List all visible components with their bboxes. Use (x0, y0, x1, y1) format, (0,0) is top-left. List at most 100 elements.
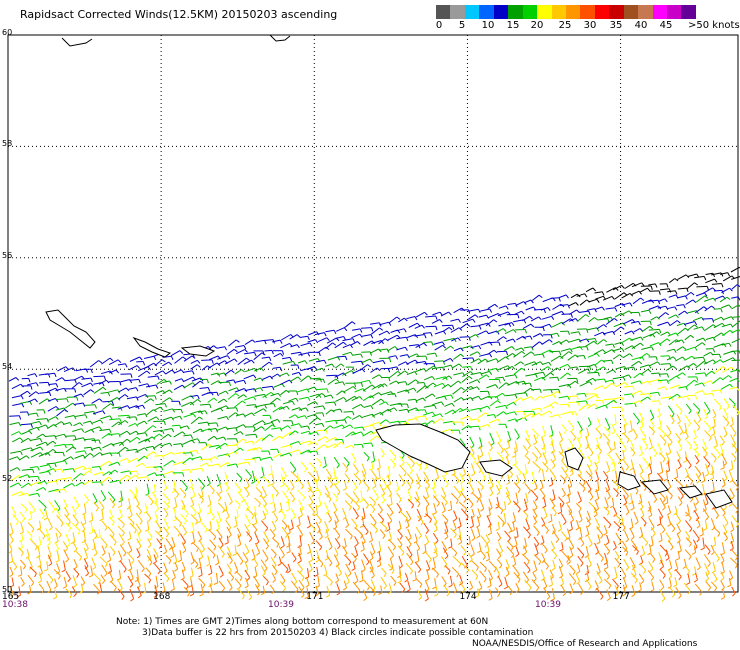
wind-barb (531, 388, 540, 391)
wind-barb-flag (28, 378, 31, 383)
wind-barb (108, 389, 118, 393)
wind-barb-flag (424, 409, 427, 414)
wind-barb-flag (611, 360, 614, 365)
wind-barb (20, 423, 32, 426)
wind-barb (236, 472, 243, 479)
wind-barb (28, 398, 36, 403)
wind-barb (153, 443, 161, 450)
wind-barb (325, 363, 333, 367)
wind-barb (532, 500, 538, 508)
wind-barb-flag (658, 372, 661, 377)
wind-barb (621, 374, 629, 378)
wind-barb-flag (129, 584, 134, 588)
wind-barb-flag (585, 314, 590, 318)
wind-barb (729, 570, 734, 578)
wind-barb-flag (296, 344, 300, 349)
wind-barb (604, 497, 609, 507)
wind-barb-flag (285, 569, 289, 573)
wind-barb (207, 555, 211, 565)
wind-barb-flag (312, 528, 316, 533)
wind-barb (541, 436, 546, 448)
wind-barb (361, 516, 365, 526)
wind-barb-flag (390, 555, 394, 559)
wind-barb-flag (221, 587, 226, 592)
wind-barb (684, 291, 692, 297)
wind-barb (730, 548, 739, 558)
wind-barb (692, 403, 701, 411)
wind-barb-flag (93, 535, 98, 540)
wind-barb (477, 358, 486, 365)
wind-barb (83, 503, 87, 513)
wind-barb-flag (475, 334, 479, 338)
wind-barb-flag (503, 336, 507, 340)
wind-barb-flag (431, 393, 436, 398)
wind-barb-flag (55, 416, 59, 420)
wind-barb-flag (503, 586, 508, 590)
wind-barb (54, 488, 65, 492)
wind-barb-flag (674, 290, 678, 295)
wind-barb (569, 546, 574, 556)
wind-barb (325, 419, 336, 423)
wind-barb-flag (52, 596, 57, 600)
wind-barb (163, 500, 170, 507)
wind-barb (478, 580, 483, 589)
wind-barb-flag (723, 478, 728, 482)
wind-barb (207, 428, 217, 431)
wind-barb-flag (199, 416, 203, 420)
wind-barb-flag (45, 424, 49, 429)
wind-barb-flag (150, 398, 155, 402)
wind-barb-flag (281, 554, 285, 559)
wind-barb (713, 322, 723, 329)
wind-barb-flag (333, 401, 337, 406)
wind-barb (623, 494, 628, 503)
wind-barb (685, 403, 692, 411)
wind-barb (431, 319, 440, 324)
wind-barb (441, 486, 447, 497)
coastlines (45, 34, 733, 509)
wind-barb (531, 341, 540, 349)
wind-barb (414, 324, 423, 329)
wind-barbs (8, 266, 740, 602)
wind-barb (119, 509, 123, 517)
wind-barb (559, 442, 564, 453)
wind-barb-flag (404, 370, 409, 374)
wind-barb-flag (144, 413, 148, 418)
wind-barb (253, 352, 263, 361)
wind-barb (425, 560, 431, 569)
wind-barb (405, 479, 412, 488)
wind-barb-flag (466, 569, 470, 574)
wind-barb (495, 503, 504, 511)
wind-barb (587, 456, 593, 465)
wind-barb (117, 588, 125, 597)
wind-barb-flag (497, 418, 501, 423)
wind-barb-flag (111, 521, 115, 526)
wind-barb (93, 386, 104, 394)
wind-barb-flag (264, 340, 267, 345)
wind-barb (137, 420, 145, 426)
wind-barb (11, 505, 17, 516)
wind-barb-flag (360, 431, 364, 436)
wind-barb-flag (322, 405, 326, 410)
wind-barb-flag (649, 568, 654, 572)
wind-barb (309, 549, 314, 561)
wind-barb-flag (104, 527, 108, 531)
wind-barb-flag (658, 290, 661, 295)
wind-barb (731, 443, 738, 451)
wind-barb (479, 570, 487, 580)
wind-barb (224, 358, 235, 365)
wind-barb-flag (547, 366, 552, 370)
wind-barb (578, 368, 588, 375)
wind-barb (323, 425, 331, 432)
wind-barb-flag (109, 415, 113, 420)
wind-barb (515, 301, 524, 306)
wind-barb (389, 449, 397, 458)
wind-barb-flag (639, 471, 644, 475)
wind-barb (585, 470, 593, 478)
wind-barb-flag (15, 377, 20, 381)
wind-barb (640, 419, 644, 427)
wind-barb-flag (501, 521, 507, 525)
wind-barb (181, 542, 187, 551)
wind-barb-flag (276, 543, 280, 548)
wind-barb (201, 365, 208, 371)
wind-barb (333, 408, 341, 412)
